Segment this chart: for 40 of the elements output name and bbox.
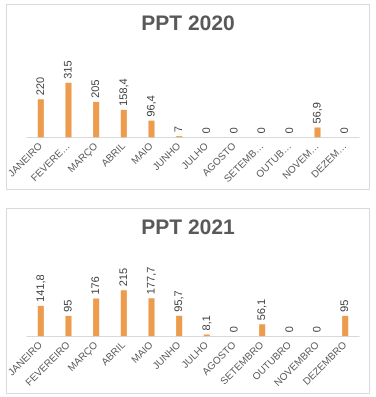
data-label: 95 (339, 300, 352, 312)
bar (314, 128, 321, 138)
data-label: 141,8 (34, 274, 47, 302)
data-label: 95,7 (173, 290, 186, 312)
data-label: 176 (90, 276, 102, 295)
data-label: 0 (284, 127, 296, 134)
bar (120, 290, 127, 336)
data-label: 215 (118, 268, 130, 286)
data-label: 8,1 (200, 315, 213, 331)
data-label: 205 (90, 79, 102, 98)
bar (93, 102, 100, 138)
data-label: 95 (62, 300, 75, 312)
data-label: 315 (62, 60, 75, 79)
bar (65, 82, 72, 138)
chart-title: PPT 2020 (140, 11, 236, 37)
chart-title: PPT 2021 (140, 215, 236, 241)
data-label: 0 (228, 326, 241, 332)
bar (120, 110, 127, 138)
data-label: 56,9 (312, 102, 324, 124)
data-label: 7 (173, 126, 186, 132)
data-label: 0 (200, 127, 213, 134)
bar (148, 298, 155, 336)
bar (259, 324, 266, 336)
data-label: 0 (339, 127, 352, 134)
bar (38, 99, 44, 138)
bar (148, 120, 155, 138)
data-label: 0 (228, 127, 241, 134)
data-label: 96,4 (146, 95, 158, 117)
data-label: 177,7 (146, 266, 158, 294)
bar (342, 316, 348, 336)
bar (38, 306, 44, 336)
data-label: 0 (284, 326, 296, 332)
data-label: 220 (34, 76, 47, 96)
data-label: 56,1 (256, 298, 268, 320)
bar (176, 316, 182, 336)
data-label: 0 (312, 326, 324, 332)
data-label: 0 (256, 127, 268, 134)
bar (93, 298, 100, 336)
data-label: 158,4 (118, 78, 130, 106)
bar (65, 316, 72, 336)
